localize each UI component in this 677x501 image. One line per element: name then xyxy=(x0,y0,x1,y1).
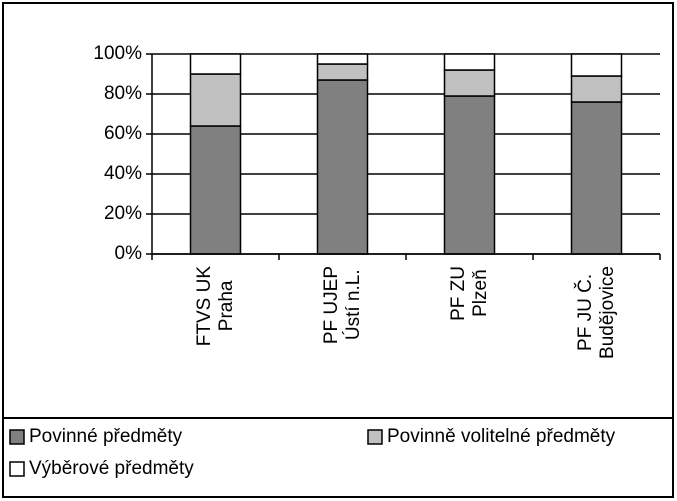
bar-segment xyxy=(189,125,242,255)
legend-label: Povinně volitelné předměty xyxy=(387,426,616,447)
y-tick-label: 60% xyxy=(104,123,142,144)
bar-segment xyxy=(316,63,369,81)
legend-swatch xyxy=(9,429,25,445)
y-tick-label: 20% xyxy=(104,203,142,224)
bar-segment xyxy=(443,53,496,71)
legend-swatch xyxy=(9,461,25,477)
bar-segment xyxy=(189,73,242,127)
bar-segment xyxy=(189,53,242,75)
x-tick-label: FTVS UK Praha xyxy=(193,266,237,347)
legend-swatch xyxy=(367,429,383,445)
y-tick-label: 40% xyxy=(104,163,142,184)
bar-segment xyxy=(443,69,496,97)
y-tick-label: 80% xyxy=(104,83,142,104)
bar-segment xyxy=(443,95,496,255)
x-tick-label: PF ZU Plzeň xyxy=(447,266,491,321)
bar-segment xyxy=(570,101,623,255)
y-tick-label: 100% xyxy=(93,43,142,64)
bar-segment xyxy=(316,53,369,65)
bar-segment xyxy=(316,79,369,255)
bar-segment xyxy=(570,75,623,103)
x-tick-label: PF UJEP Ústí n.L. xyxy=(320,266,364,345)
legend-label: Výběrové předměty xyxy=(29,458,194,479)
bar-segment xyxy=(570,53,623,77)
legend-label: Povinné předměty xyxy=(29,426,183,447)
x-tick-label: PF JU Č. Budějovice xyxy=(574,266,618,359)
y-tick-label: 0% xyxy=(115,243,143,264)
